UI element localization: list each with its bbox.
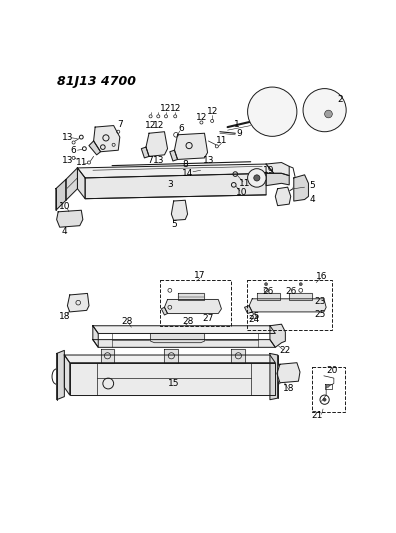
Text: 10: 10 xyxy=(59,202,70,211)
Polygon shape xyxy=(170,150,177,161)
Polygon shape xyxy=(177,294,204,300)
Text: 18: 18 xyxy=(284,384,295,393)
Polygon shape xyxy=(89,141,101,155)
Polygon shape xyxy=(64,355,275,363)
Text: 17: 17 xyxy=(194,271,206,280)
Polygon shape xyxy=(57,210,83,227)
Text: 7: 7 xyxy=(117,119,123,128)
Polygon shape xyxy=(249,299,326,312)
Polygon shape xyxy=(275,187,291,206)
Polygon shape xyxy=(93,340,275,348)
Text: 16: 16 xyxy=(316,272,327,281)
Text: 1: 1 xyxy=(234,119,240,128)
Text: 24: 24 xyxy=(248,315,259,324)
Polygon shape xyxy=(266,163,289,175)
Text: 5: 5 xyxy=(171,220,177,229)
Circle shape xyxy=(323,398,326,401)
Text: 28: 28 xyxy=(182,318,193,326)
Text: 26: 26 xyxy=(262,287,273,296)
Circle shape xyxy=(265,282,268,286)
Polygon shape xyxy=(93,126,120,152)
Polygon shape xyxy=(78,168,85,199)
Text: 13: 13 xyxy=(204,157,215,165)
Polygon shape xyxy=(93,326,275,334)
Polygon shape xyxy=(289,294,312,300)
Polygon shape xyxy=(67,294,89,312)
Polygon shape xyxy=(231,349,245,363)
Text: 11: 11 xyxy=(216,136,227,146)
Text: 12: 12 xyxy=(145,121,156,130)
Text: 11: 11 xyxy=(239,179,250,188)
Text: 12: 12 xyxy=(152,121,164,130)
Polygon shape xyxy=(85,173,266,199)
Polygon shape xyxy=(70,363,275,395)
Text: 81J13 4700: 81J13 4700 xyxy=(57,75,136,88)
Text: 22: 22 xyxy=(279,346,290,355)
Text: 3: 3 xyxy=(167,180,173,189)
Text: 5: 5 xyxy=(309,181,315,190)
Polygon shape xyxy=(66,168,78,200)
Text: 25: 25 xyxy=(314,311,326,319)
Circle shape xyxy=(248,168,266,187)
Text: 4: 4 xyxy=(310,195,315,204)
Text: 6: 6 xyxy=(71,146,76,155)
Polygon shape xyxy=(162,308,168,315)
Text: 20: 20 xyxy=(327,366,338,375)
Text: 27: 27 xyxy=(203,313,214,322)
Text: 9: 9 xyxy=(236,129,242,138)
Circle shape xyxy=(299,282,302,286)
Polygon shape xyxy=(270,324,286,348)
Polygon shape xyxy=(171,200,188,220)
Polygon shape xyxy=(270,353,278,400)
Circle shape xyxy=(303,88,346,132)
Polygon shape xyxy=(56,180,66,210)
Text: 12: 12 xyxy=(169,104,181,113)
Circle shape xyxy=(326,384,329,387)
Polygon shape xyxy=(164,300,221,313)
Text: 19: 19 xyxy=(263,166,274,175)
Polygon shape xyxy=(164,349,178,363)
Circle shape xyxy=(325,110,332,118)
Text: 13: 13 xyxy=(62,157,73,165)
Text: 28: 28 xyxy=(122,318,133,326)
Text: 12: 12 xyxy=(196,114,207,123)
Circle shape xyxy=(248,87,297,136)
Polygon shape xyxy=(57,350,64,400)
Polygon shape xyxy=(64,355,70,395)
Polygon shape xyxy=(150,334,204,343)
Polygon shape xyxy=(277,363,300,383)
Text: 12: 12 xyxy=(206,107,218,116)
Text: 11: 11 xyxy=(76,158,87,167)
Polygon shape xyxy=(146,132,168,156)
Polygon shape xyxy=(244,306,252,313)
Polygon shape xyxy=(101,349,114,363)
Text: 10: 10 xyxy=(236,188,247,197)
Text: 7: 7 xyxy=(148,157,154,165)
Polygon shape xyxy=(257,294,280,300)
Polygon shape xyxy=(78,164,274,178)
Text: 13: 13 xyxy=(62,133,73,142)
Text: 15: 15 xyxy=(168,379,179,388)
Polygon shape xyxy=(266,173,289,185)
Text: 13: 13 xyxy=(152,157,164,165)
Polygon shape xyxy=(294,175,308,201)
Text: 12: 12 xyxy=(160,104,172,113)
Polygon shape xyxy=(141,147,149,158)
Text: 8: 8 xyxy=(183,159,188,168)
Polygon shape xyxy=(93,326,98,348)
Text: 4: 4 xyxy=(61,227,67,236)
Text: 26: 26 xyxy=(285,287,297,296)
Text: 25: 25 xyxy=(248,312,259,321)
Circle shape xyxy=(254,175,260,181)
Text: 6: 6 xyxy=(179,124,184,133)
Text: 21: 21 xyxy=(311,410,323,419)
Text: 2: 2 xyxy=(337,95,343,104)
Text: 23: 23 xyxy=(314,297,326,305)
Polygon shape xyxy=(175,133,208,159)
Text: 18: 18 xyxy=(59,312,70,321)
Text: 14: 14 xyxy=(182,169,193,178)
